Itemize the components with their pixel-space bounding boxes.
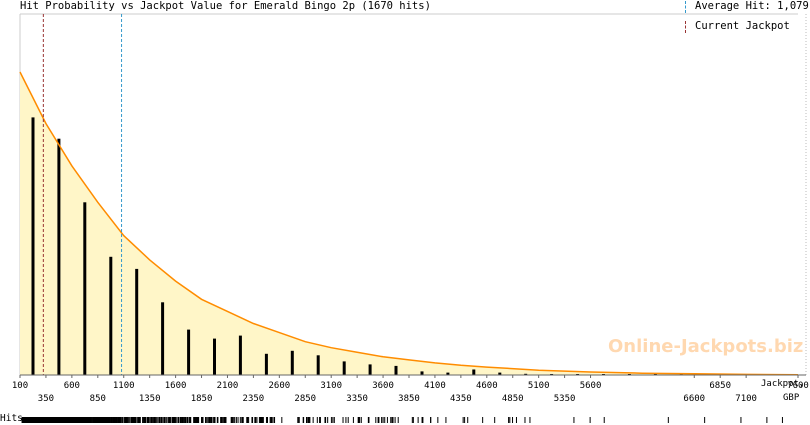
histogram-bar xyxy=(498,372,502,375)
histogram-bar xyxy=(161,302,165,375)
x-tick-label-top: 7600 xyxy=(787,381,809,391)
histogram-bar xyxy=(238,335,242,375)
x-tick-label-bottom: 1350 xyxy=(139,394,161,404)
histogram-bar xyxy=(368,364,372,375)
x-tick-label-bottom: 3350 xyxy=(346,394,368,404)
fit-area xyxy=(20,72,798,375)
histogram-bar xyxy=(394,365,398,375)
watermark-text: Online-Jackpots.biz xyxy=(608,336,804,357)
histogram-bar xyxy=(109,256,113,375)
x-tick-label-top: 1100 xyxy=(113,381,135,391)
chart-title: Hit Probability vs Jackpot Value for Eme… xyxy=(20,0,431,12)
x-tick-label-top: 3600 xyxy=(372,381,394,391)
x-tick-label-top: 4100 xyxy=(424,381,446,391)
legend-average-label: Average Hit: 1,079 xyxy=(695,0,809,12)
x-tick-label-top: 600 xyxy=(64,381,80,391)
x-axis-unit: GBP xyxy=(783,393,800,403)
histogram-bar xyxy=(316,355,320,375)
histogram-bar xyxy=(57,138,61,375)
histogram-bar xyxy=(83,202,87,375)
x-tick-label-top: 1600 xyxy=(165,381,187,391)
histogram-bar xyxy=(472,369,476,375)
x-tick-label-bottom: 2850 xyxy=(294,394,316,404)
histogram-bar xyxy=(446,372,450,375)
x-tick-label-top: 6850 xyxy=(709,381,731,391)
histogram-bar xyxy=(420,371,424,375)
histogram-bar xyxy=(290,350,294,375)
x-tick-label-top: 100 xyxy=(12,381,28,391)
x-axis-label: Jackpot, xyxy=(761,379,805,389)
legend-current-swatch xyxy=(685,21,686,33)
fit-curve-line xyxy=(19,71,799,376)
x-tick-label-top: 5100 xyxy=(528,381,550,391)
x-tick-label-bottom: 6600 xyxy=(683,394,705,404)
x-tick-label-top: 4600 xyxy=(476,381,498,391)
x-tick-label-bottom: 7100 xyxy=(735,394,757,404)
x-tick-label-bottom: 4850 xyxy=(502,394,524,404)
histogram-bar xyxy=(264,353,268,375)
legend-current-label: Current Jackpot xyxy=(695,20,790,32)
x-tick-label-bottom: 1850 xyxy=(191,394,213,404)
x-tick-label-bottom: 5350 xyxy=(554,394,576,404)
x-tick-label-bottom: 2350 xyxy=(243,394,265,404)
rug-label: Hits xyxy=(0,413,23,424)
x-tick-label-top: 2100 xyxy=(217,381,239,391)
histogram-bar xyxy=(342,361,346,375)
x-tick-label-top: 5600 xyxy=(580,381,602,391)
x-tick-label-top: 2600 xyxy=(268,381,290,391)
x-tick-label-bottom: 350 xyxy=(38,394,54,404)
histogram-bar xyxy=(213,338,216,375)
x-tick-label-bottom: 850 xyxy=(90,394,106,404)
histogram-bar xyxy=(31,117,35,376)
histogram-bar xyxy=(187,329,191,375)
legend-average-swatch xyxy=(685,1,686,13)
x-tick-label-bottom: 4350 xyxy=(450,394,472,404)
histogram-bar xyxy=(524,373,528,375)
x-tick-label-bottom: 3850 xyxy=(398,394,420,404)
x-tick-label-top: 3100 xyxy=(320,381,342,391)
histogram-bar xyxy=(135,268,139,375)
